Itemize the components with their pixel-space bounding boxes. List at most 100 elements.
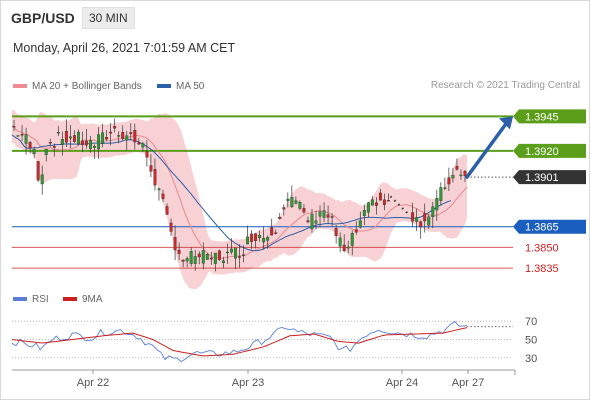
candle (427, 213, 431, 229)
candle-body (270, 227, 274, 236)
candle-body (318, 211, 322, 217)
candle-body (24, 134, 28, 144)
candle (165, 203, 169, 215)
candle (117, 131, 121, 144)
candle-body (326, 214, 330, 218)
candle-body (387, 200, 390, 202)
candles (12, 118, 467, 272)
level-label-1.3850: 1.3850 (525, 242, 559, 254)
candle-body (435, 198, 439, 211)
candle-body (64, 130, 68, 143)
candle-body (173, 237, 177, 251)
timeframe-badge[interactable]: 30 MIN (82, 7, 135, 29)
candle-body (290, 197, 294, 208)
candle (286, 192, 290, 208)
research-credit: Research © 2021 Trading Central (430, 80, 580, 91)
candle-body (346, 246, 350, 249)
candle-body (383, 199, 386, 205)
candle-body (101, 132, 105, 144)
candle (435, 189, 439, 221)
candle-body (278, 216, 282, 219)
candle (334, 225, 338, 244)
candle-body (266, 237, 270, 241)
candle (463, 169, 467, 183)
candle (439, 182, 443, 206)
candle-body (12, 126, 16, 128)
candle (76, 129, 80, 146)
candle (238, 244, 241, 268)
candle (254, 232, 258, 249)
legend-rsi-ma-swatch (63, 297, 77, 302)
candle (133, 123, 137, 150)
candle-body (217, 250, 221, 260)
level-label-1.3945: 1.3945 (525, 111, 559, 123)
candle-body (145, 151, 149, 158)
forecast-arrow-head (499, 116, 513, 130)
candle (387, 193, 390, 202)
candle-body (76, 131, 80, 145)
candle-body (113, 126, 117, 129)
level-tag-1.3901 (513, 170, 586, 185)
candle (294, 196, 298, 205)
candle-body (105, 137, 109, 140)
candle (447, 167, 451, 192)
candle (60, 131, 64, 156)
candle-body (306, 220, 310, 223)
candle (93, 144, 96, 160)
candle (318, 205, 322, 228)
candle (342, 234, 346, 253)
candle-body (97, 134, 101, 150)
candle-body (354, 229, 358, 233)
candle (89, 135, 92, 153)
candle (415, 208, 419, 232)
candle (185, 256, 189, 268)
candle-body (439, 187, 443, 201)
level-tag-1.3920 (513, 143, 586, 158)
candle (16, 135, 20, 137)
candle (24, 127, 28, 155)
candle (310, 208, 314, 233)
candle-body (165, 206, 169, 215)
candle-body (28, 142, 32, 149)
candle (274, 229, 278, 235)
candle-body (411, 212, 415, 222)
candle (20, 125, 24, 141)
candle (229, 238, 233, 255)
rsi-ma-line (11, 327, 468, 357)
candle-body (72, 135, 76, 142)
candle (282, 204, 286, 216)
candle-body (246, 236, 250, 245)
candle-body (213, 252, 217, 264)
x-tick-label: Apr 27 (452, 377, 484, 389)
candle (419, 220, 423, 239)
candle (270, 218, 274, 236)
candle-body (431, 206, 435, 218)
candle-body (366, 202, 370, 213)
legend-rsi-swatch (13, 297, 27, 302)
candle-body (36, 161, 40, 181)
candle-body (133, 130, 137, 143)
candle-body (117, 135, 121, 137)
candle (443, 177, 447, 191)
x-tick-label: Apr 23 (232, 377, 264, 389)
candle-body (185, 258, 189, 262)
candle (109, 123, 113, 146)
candle-body (149, 165, 153, 172)
candle-body (221, 260, 225, 264)
candle-body (322, 210, 326, 218)
candle-body (314, 220, 318, 224)
level-tag-1.3865 (513, 219, 586, 234)
candle-body (157, 188, 161, 190)
candle (189, 247, 193, 267)
candle (354, 221, 358, 235)
rsi-tick-label: 70 (525, 316, 537, 328)
candle-body (40, 174, 44, 185)
candle (125, 130, 129, 151)
candle (121, 125, 125, 141)
candle (141, 141, 145, 152)
candle-body (68, 136, 72, 139)
candle-body (298, 202, 302, 209)
candle (85, 129, 88, 149)
candle (105, 129, 109, 141)
